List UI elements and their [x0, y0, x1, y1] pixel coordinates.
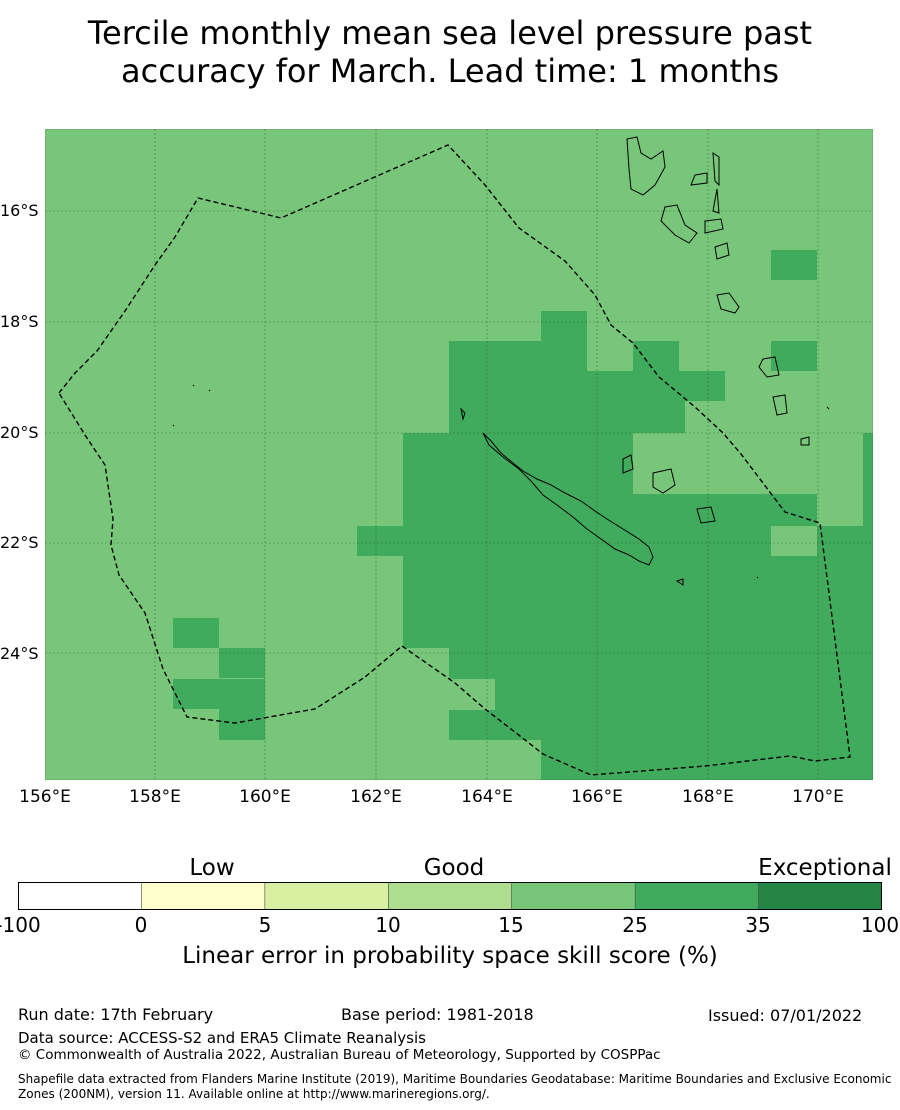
base-period: Base period: 1981-2018	[341, 1005, 534, 1024]
colorbar-category-good: Good	[423, 855, 485, 881]
colorbar-tick-5: 5	[258, 913, 272, 937]
title-line-1: Tercile monthly mean sea level pressure …	[87, 14, 813, 52]
lon-label-160e: 160°E	[239, 787, 291, 807]
lat-label-18s: 18°S	[0, 312, 39, 331]
lat-label-24s: 24°S	[0, 644, 39, 663]
loyalty-islands-coast	[622, 454, 716, 586]
colorbar-segment-2	[264, 882, 390, 910]
lat-label-16s: 16°S	[0, 201, 39, 220]
colorbar-segment-5	[634, 882, 760, 910]
lon-label-170e: 170°E	[792, 787, 844, 807]
grid-lines	[45, 129, 873, 780]
colorbar-tick-minus100: -100	[0, 913, 41, 937]
colorbar	[18, 882, 882, 910]
colorbar-tick-25: 25	[622, 913, 648, 937]
colorbar-tick-100: 100	[860, 913, 900, 937]
colorbar-tick-0: 0	[134, 913, 148, 937]
run-date: Run date: 17th February	[18, 1005, 214, 1024]
colorbar-label: Linear error in probability space skill …	[182, 943, 718, 969]
colorbar-segment-4	[511, 882, 636, 910]
colorbar-tick-35: 35	[745, 913, 771, 937]
colorbar-tick-15: 15	[498, 913, 524, 937]
vanuatu-coast	[626, 136, 810, 446]
lon-label-166e: 166°E	[571, 787, 623, 807]
colorbar-category-low: Low	[189, 855, 235, 881]
colorbar-segment-6	[758, 882, 882, 910]
colorbar-segment-0	[18, 882, 143, 910]
lon-label-168e: 168°E	[682, 787, 734, 807]
map-title: Tercile monthly mean sea level pressure …	[0, 14, 900, 90]
lon-label-164e: 164°E	[461, 787, 513, 807]
skill-map	[45, 129, 873, 780]
lat-label-20s: 20°S	[0, 423, 39, 442]
lon-label-156e: 156°E	[19, 787, 71, 807]
lon-label-158e: 158°E	[129, 787, 181, 807]
high-skill-cells	[173, 250, 873, 780]
data-source: Data source: ACCESS-S2 and ERA5 Climate …	[18, 1029, 426, 1047]
issued-date: Issued: 07/01/2022	[708, 1006, 863, 1025]
shapefile-credit: Shapefile data extracted from Flanders M…	[18, 1072, 892, 1101]
lon-label-162e: 162°E	[350, 787, 402, 807]
small-islands	[172, 384, 830, 579]
lat-label-22s: 22°S	[0, 533, 39, 552]
eez-boundary	[58, 144, 851, 776]
colorbar-segment-1	[141, 882, 266, 910]
colorbar-segment-3	[387, 882, 513, 910]
new-caledonia-coast	[482, 432, 654, 566]
colorbar-category-exceptional: Exceptional	[758, 855, 892, 881]
colorbar-tick-10: 10	[375, 913, 401, 937]
coastlines	[172, 136, 830, 586]
title-line-2: accuracy for March. Lead time: 1 months	[121, 52, 779, 90]
copyright: © Commonwealth of Australia 2022, Austra…	[18, 1047, 661, 1063]
